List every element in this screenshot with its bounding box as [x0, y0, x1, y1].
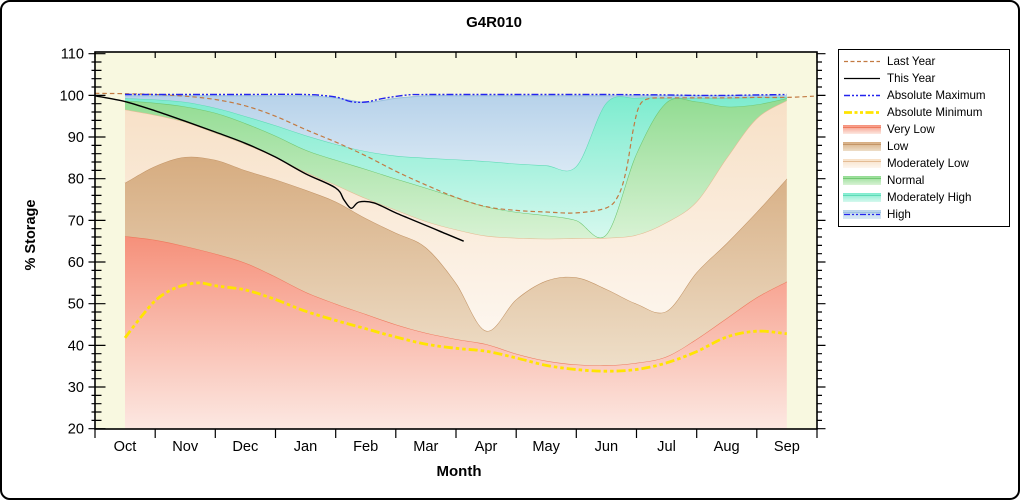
y-tick-label: 70 — [68, 213, 84, 229]
legend-sample-high — [843, 210, 881, 219]
band-normal — [125, 98, 787, 239]
y-axis-title: % Storage — [23, 199, 39, 271]
legend-item-low: Low — [843, 138, 1005, 155]
y-tick-label: 50 — [68, 297, 84, 313]
legend-sample-last-year — [844, 60, 880, 63]
legend-label: Absolute Maximum — [887, 89, 986, 102]
y-tick-label: 30 — [68, 380, 84, 396]
legend-item-this-year: This Year — [843, 70, 1005, 87]
legend-label: Normal — [887, 174, 925, 187]
legend-sample-very-low — [843, 125, 881, 134]
y-tick-label: 100 — [60, 88, 84, 104]
x-tick-label-sep: Sep — [774, 439, 800, 455]
plot-border — [94, 51, 818, 430]
legend-sample-absolute-minimum — [844, 111, 880, 114]
y-tick-label: 90 — [68, 130, 84, 146]
y-tick-label: 20 — [68, 422, 84, 438]
line-this-year — [94, 95, 464, 242]
x-tick-label-nov: Nov — [172, 439, 199, 455]
x-tick-label-jul: Jul — [657, 439, 676, 455]
y-tick-label: 110 — [61, 47, 84, 63]
x-tick-label-jun: Jun — [595, 439, 619, 455]
x-tick-label-feb: Feb — [353, 439, 378, 455]
x-tick-label-mar: Mar — [413, 439, 438, 455]
x-tick-label-apr: Apr — [475, 439, 498, 455]
legend-label: High — [887, 208, 911, 221]
legend-label: Absolute Minimum — [887, 106, 983, 119]
legend-sample-absolute-maximum — [844, 94, 880, 97]
x-tick-label-oct: Oct — [114, 439, 137, 455]
legend-label: This Year — [887, 72, 936, 85]
legend-sample-moderately-high — [843, 193, 881, 202]
legend-label: Moderately Low — [887, 157, 969, 170]
legend-label: Low — [887, 140, 909, 153]
legend-item-absolute-minimum: Absolute Minimum — [843, 104, 1005, 121]
band-edge-high — [125, 95, 787, 103]
legend-item-high: High — [843, 206, 1005, 223]
legend-label: Last Year — [887, 55, 936, 68]
band-moderately-high — [125, 96, 787, 238]
x-tick-label-dec: Dec — [232, 439, 258, 455]
band-high — [125, 95, 787, 171]
legend-sample-this-year — [844, 77, 880, 80]
legend-item-very-low: Very Low — [843, 121, 1005, 138]
line-absolute-minimum — [123, 281, 787, 373]
legend-item-normal: Normal — [843, 172, 1005, 189]
band-very-low — [125, 236, 787, 429]
legend-label: Very Low — [887, 123, 935, 136]
band-low — [125, 156, 787, 366]
x-tick-label-jan: Jan — [294, 439, 318, 455]
x-tick-label-may: May — [532, 439, 560, 455]
y-tick-label: 40 — [68, 338, 84, 354]
y-tick-label: 60 — [68, 255, 84, 271]
page-title: G4R010 — [466, 14, 522, 31]
legend-item-absolute-maximum: Absolute Maximum — [843, 87, 1005, 104]
legend-sample-moderately-low — [843, 159, 881, 168]
legend-item-moderately-low: Moderately Low — [843, 155, 1005, 172]
x-axis-title: Month — [436, 463, 482, 480]
legend-sample-low — [843, 142, 881, 151]
legend-sample-normal — [843, 176, 881, 185]
legend-label: Moderately High — [887, 191, 972, 204]
x-tick-label-aug: Aug — [714, 439, 740, 455]
legend: Last Year This Year Absolute Maximum Absolu… — [838, 49, 1010, 227]
line-last-year — [94, 92, 814, 214]
band-moderately-low — [125, 100, 787, 332]
line-absolute-maximum — [124, 93, 787, 104]
legend-item-moderately-high: Moderately High — [843, 189, 1005, 206]
legend-item-last-year: Last Year — [843, 53, 1005, 70]
y-tick-label: 80 — [68, 172, 84, 188]
